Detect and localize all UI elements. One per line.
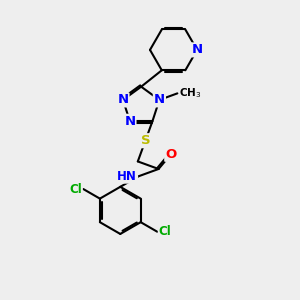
Text: O: O [165, 148, 176, 161]
Text: N: N [154, 93, 165, 106]
Text: N: N [191, 44, 203, 56]
Text: N: N [117, 93, 128, 106]
Text: Cl: Cl [159, 225, 172, 238]
Text: Cl: Cl [69, 182, 82, 196]
Text: HN: HN [117, 170, 137, 183]
Text: N: N [124, 115, 136, 128]
Text: S: S [141, 134, 150, 147]
Text: CH$_3$: CH$_3$ [179, 86, 201, 100]
